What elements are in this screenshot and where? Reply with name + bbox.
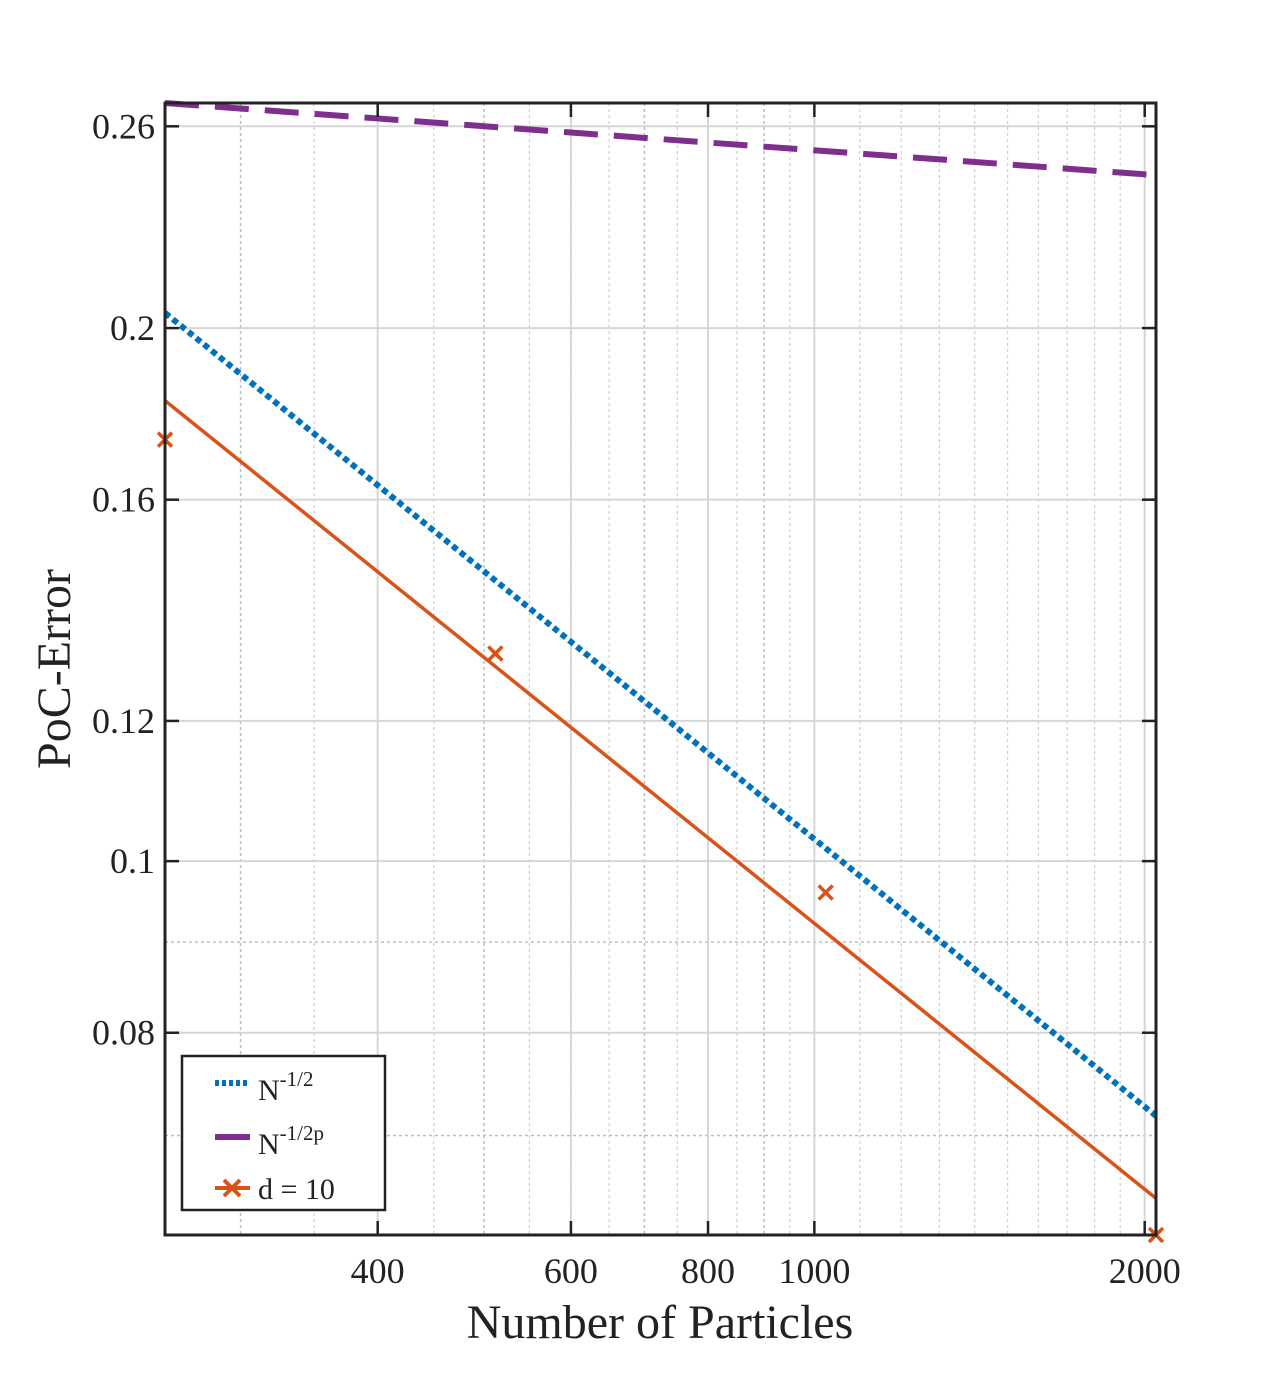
d10-marker bbox=[487, 645, 504, 662]
x-tick-label: 600 bbox=[544, 1251, 598, 1291]
n-half-line bbox=[163, 310, 1158, 1119]
legend-label-n-half-sup: -1/2 bbox=[280, 1067, 314, 1091]
fit-line bbox=[163, 399, 1158, 1200]
legend-swatch-d10-marker bbox=[222, 1178, 242, 1198]
y-tick-label: 0.12 bbox=[92, 701, 155, 741]
legend-label-d10: d = 10 bbox=[258, 1173, 335, 1206]
y-tick-label: 0.2 bbox=[110, 308, 155, 348]
x-tick-label: 400 bbox=[351, 1251, 405, 1291]
legend-label-n-half: N-1/2 bbox=[258, 1067, 314, 1107]
legend: N-1/2 N-1/2p d = 10 bbox=[180, 1054, 387, 1212]
y-axis-title: PoC-Error bbox=[28, 569, 81, 769]
y-tick-label: 0.1 bbox=[110, 841, 155, 881]
x-tick-label: 800 bbox=[681, 1251, 735, 1291]
legend-label-n-half-p-base: N bbox=[258, 1128, 280, 1161]
x-tick-label: 1000 bbox=[778, 1251, 850, 1291]
y-tick-label: 0.16 bbox=[92, 480, 155, 520]
ticks bbox=[165, 103, 1156, 1235]
plot-frame bbox=[163, 101, 1158, 1237]
tick-labels: 400 600 800 1000 2000 0.08 0.1 0.12 0.16 0.2 0.26 bbox=[92, 106, 1181, 1291]
y-tick-label: 0.08 bbox=[92, 1013, 155, 1053]
d10-marker bbox=[817, 884, 834, 901]
n-half-p-line bbox=[164, 100, 1157, 179]
legend-label-n-half-p: N-1/2p bbox=[258, 1121, 324, 1161]
x-axis-title: Number of Particles bbox=[467, 1296, 854, 1349]
legend-label-n-half-p-sup: -1/2p bbox=[280, 1121, 324, 1145]
y-tick-label: 0.26 bbox=[92, 106, 155, 146]
grid bbox=[165, 103, 1156, 1235]
x-tick-label: 2000 bbox=[1109, 1251, 1181, 1291]
legend-label-n-half-base: N bbox=[258, 1074, 280, 1107]
